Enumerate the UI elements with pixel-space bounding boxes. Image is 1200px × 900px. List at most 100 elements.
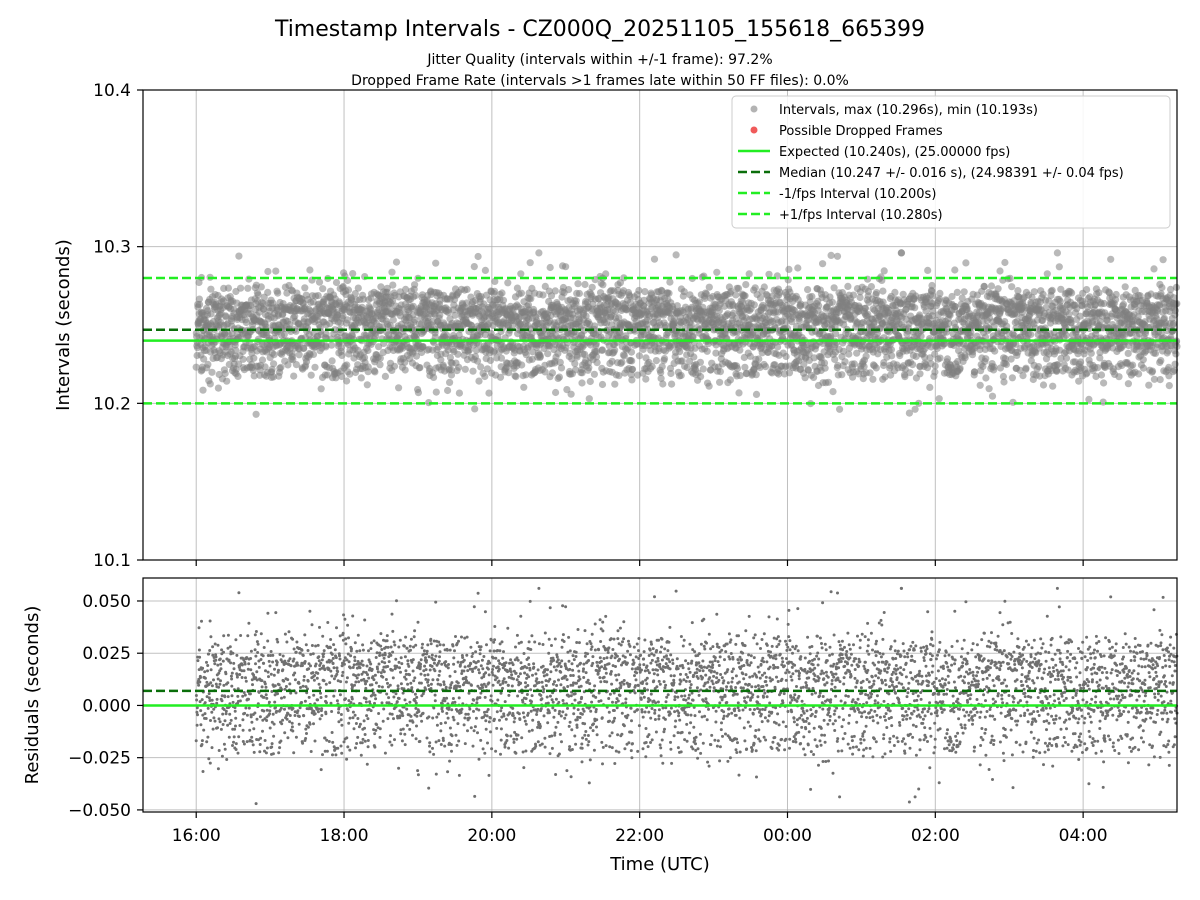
interval-point xyxy=(1124,380,1132,388)
residual-point xyxy=(195,710,199,714)
residual-point xyxy=(219,679,222,683)
interval-point xyxy=(258,356,267,364)
interval-point xyxy=(951,266,959,274)
residual-point xyxy=(206,706,210,710)
interval-point xyxy=(1157,357,1165,365)
interval-point xyxy=(264,288,272,296)
residual-point xyxy=(212,716,216,720)
interval-point xyxy=(1158,284,1166,292)
residual-point xyxy=(253,711,257,715)
interval-point xyxy=(751,284,759,292)
interval-point xyxy=(916,370,924,378)
residual-point xyxy=(208,761,212,765)
residual-point xyxy=(241,728,245,732)
interval-point xyxy=(794,264,802,272)
interval-point xyxy=(696,358,705,366)
interval-point xyxy=(980,282,989,291)
residual-point xyxy=(216,663,220,667)
interval-point xyxy=(1135,370,1143,378)
residual-point xyxy=(253,633,257,637)
interval-point xyxy=(544,350,552,358)
residual-point xyxy=(264,693,268,697)
interval-point xyxy=(732,291,740,299)
interval-point xyxy=(988,392,997,400)
interval-point xyxy=(1055,263,1063,271)
residual-point xyxy=(234,742,238,746)
interval-point xyxy=(446,378,454,386)
interval-point xyxy=(1068,289,1076,297)
interval-point xyxy=(821,364,829,372)
interval-point xyxy=(199,386,207,394)
residual-point xyxy=(225,758,229,761)
interval-point xyxy=(401,366,409,374)
residual-point xyxy=(219,667,223,671)
interval-point xyxy=(936,354,944,362)
residual-point xyxy=(196,659,200,663)
residual-point xyxy=(217,749,221,752)
residual-point xyxy=(197,648,201,652)
interval-point xyxy=(470,263,478,271)
residual-point xyxy=(198,680,202,684)
interval-point xyxy=(481,372,489,381)
residual-point xyxy=(229,718,233,722)
interval-point xyxy=(1159,256,1167,264)
interval-point xyxy=(239,355,247,363)
interval-point xyxy=(1121,283,1129,291)
interval-point xyxy=(317,385,325,393)
interval-point xyxy=(824,378,833,386)
interval-point xyxy=(474,252,482,261)
interval-point xyxy=(371,368,379,376)
residual-point xyxy=(220,648,224,652)
interval-point xyxy=(1083,286,1091,294)
interval-point xyxy=(588,283,596,291)
interval-point xyxy=(705,382,713,390)
interval-point xyxy=(536,352,545,360)
residual-point xyxy=(194,739,198,743)
interval-point xyxy=(328,357,336,365)
interval-point xyxy=(319,285,327,293)
residual-point xyxy=(236,751,240,755)
interval-point xyxy=(752,390,761,398)
interval-point xyxy=(322,343,330,351)
interval-point xyxy=(411,281,419,289)
interval-point xyxy=(1054,361,1062,369)
interval-point xyxy=(627,348,636,356)
residual-point xyxy=(209,719,212,722)
residual-point xyxy=(205,740,209,744)
interval-point xyxy=(672,251,680,259)
interval-point xyxy=(828,298,837,306)
interval-point xyxy=(618,358,626,366)
interval-point xyxy=(270,351,278,359)
interval-point xyxy=(270,360,278,368)
interval-point xyxy=(375,343,383,351)
interval-point xyxy=(924,266,932,274)
interval-point xyxy=(1095,289,1103,297)
interval-point xyxy=(471,405,479,413)
interval-point xyxy=(1008,374,1017,382)
interval-point xyxy=(782,352,790,361)
residual-point xyxy=(207,696,211,700)
interval-point xyxy=(430,373,438,381)
residual-point xyxy=(262,695,266,699)
residual-point xyxy=(230,677,234,681)
residual-point xyxy=(207,692,211,696)
residual-point xyxy=(256,642,260,646)
interval-point xyxy=(235,252,243,260)
interval-point xyxy=(982,374,990,382)
interval-point xyxy=(1027,330,1035,339)
interval-point xyxy=(1014,287,1022,295)
interval-point xyxy=(879,287,887,295)
residual-point xyxy=(196,713,199,717)
interval-point xyxy=(931,362,939,370)
interval-point xyxy=(277,363,285,371)
interval-point xyxy=(498,289,506,297)
interval-point xyxy=(257,283,265,291)
interval-point xyxy=(389,316,397,324)
interval-point xyxy=(395,384,403,392)
interval-point xyxy=(309,350,318,358)
residual-point xyxy=(254,802,258,806)
interval-point xyxy=(752,371,760,379)
interval-point xyxy=(1048,286,1056,294)
interval-point xyxy=(284,361,292,369)
interval-point xyxy=(985,385,993,393)
